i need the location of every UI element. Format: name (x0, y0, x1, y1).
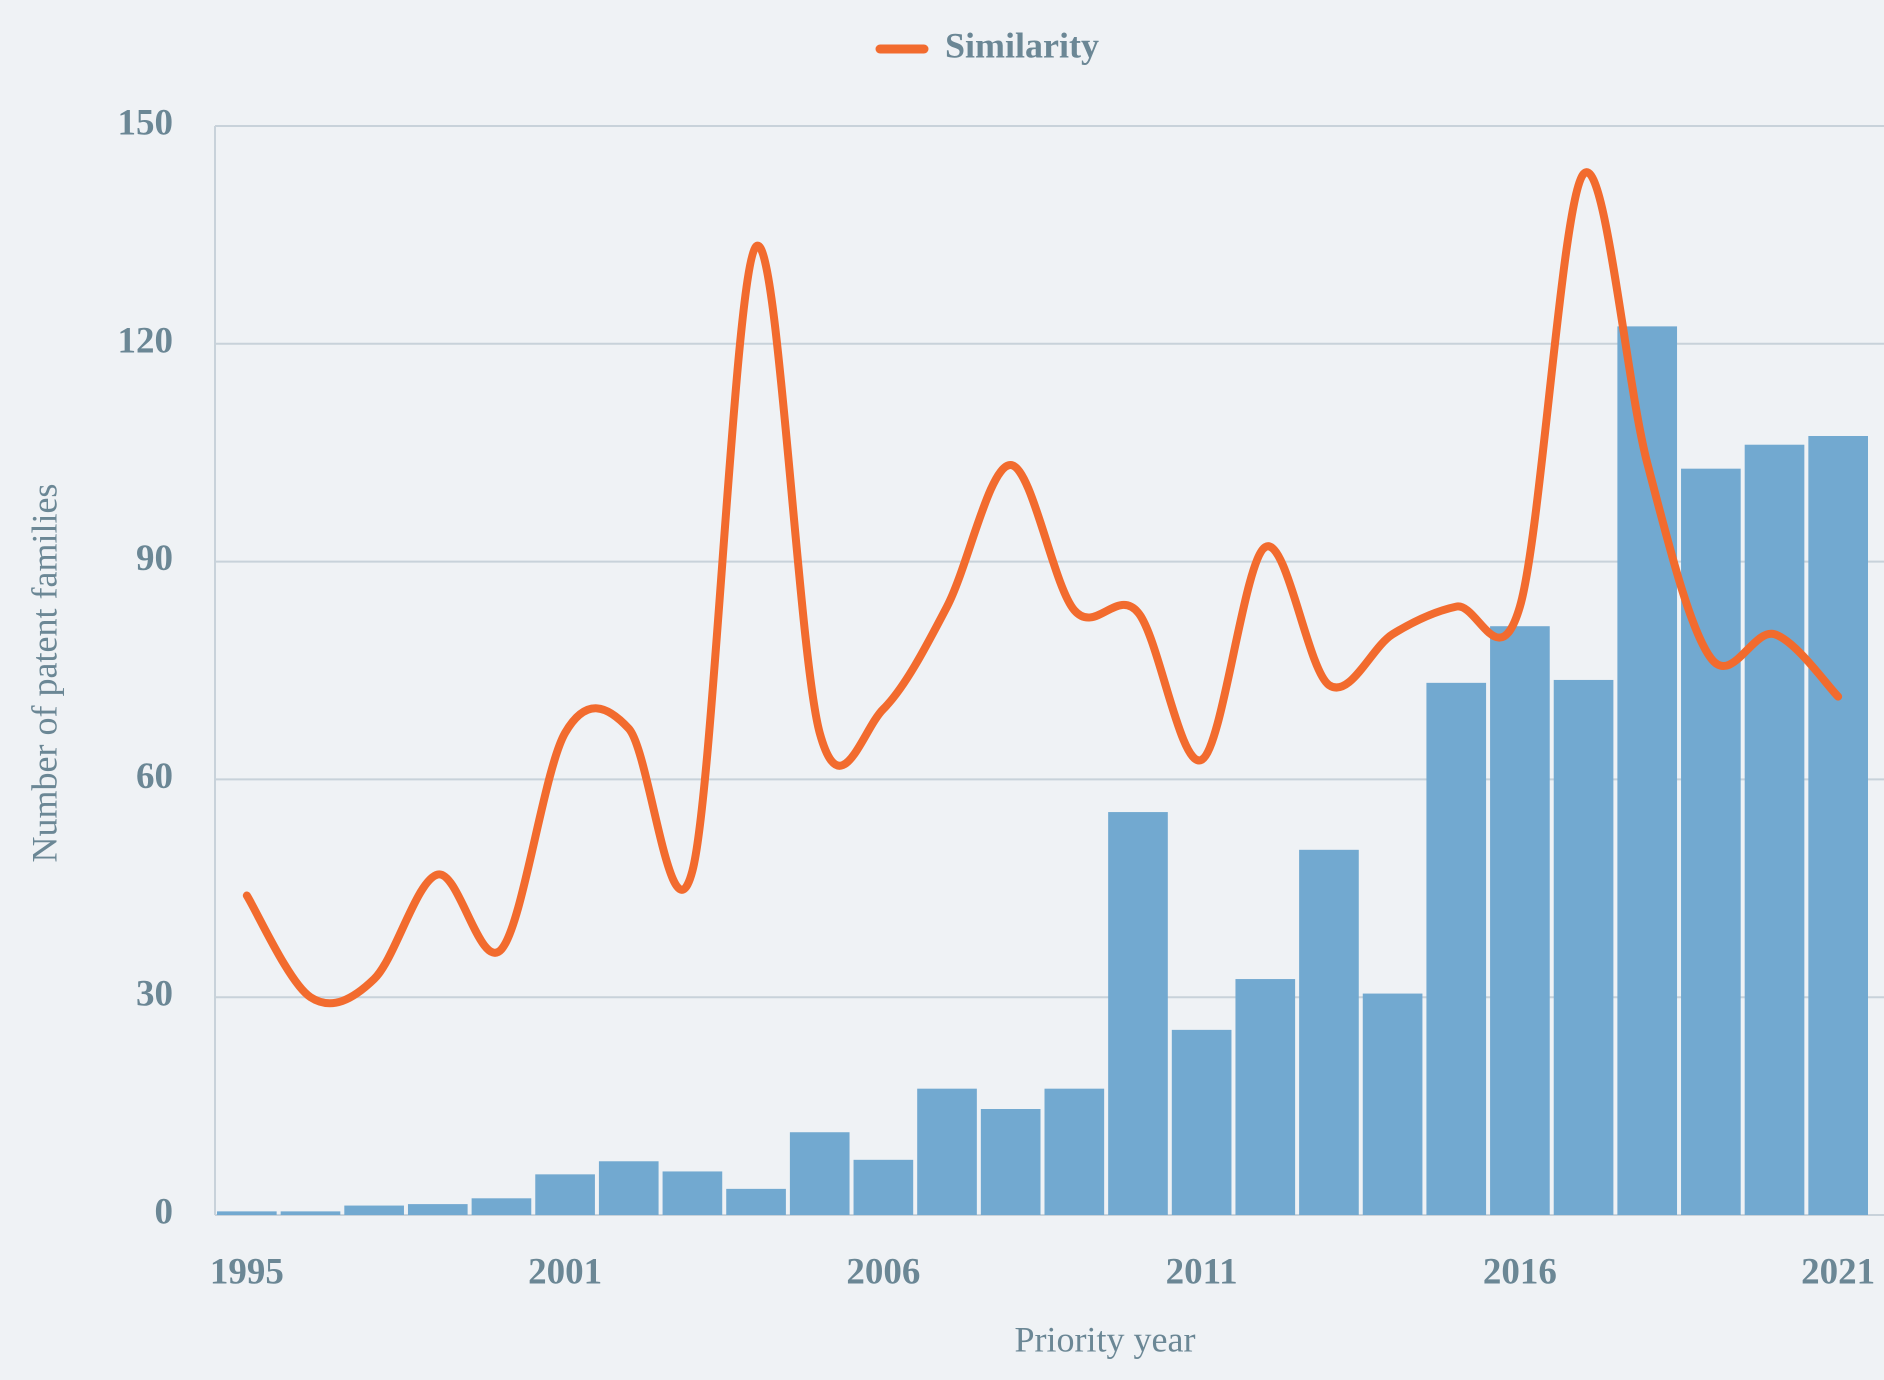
x-tick-label: 2016 (1483, 1251, 1557, 1292)
x-tick-label: 1995 (210, 1251, 284, 1292)
y-tick-label: 90 (136, 538, 173, 579)
y-tick-label: 60 (136, 756, 173, 797)
legend-label: Similarity (945, 25, 1099, 65)
bar (1108, 812, 1168, 1215)
bar (1553, 679, 1614, 1215)
bar (726, 1188, 786, 1215)
bar (789, 1132, 850, 1215)
bar (1426, 682, 1487, 1215)
x-axis-title: Priority year (1015, 1319, 1196, 1359)
bar (853, 1159, 914, 1215)
bar (980, 1109, 1041, 1215)
bar (280, 1211, 341, 1215)
bar (407, 1204, 468, 1215)
x-tick-label: 2011 (1166, 1251, 1238, 1292)
bar (1235, 979, 1296, 1215)
bar (344, 1205, 404, 1215)
bar (1299, 849, 1359, 1215)
bar (598, 1161, 659, 1215)
bar (1681, 468, 1741, 1215)
bar (471, 1198, 532, 1215)
y-axis-title: Number of patent families (24, 484, 64, 863)
bar (217, 1211, 277, 1215)
y-tick-label: 150 (118, 102, 174, 143)
bar (1744, 444, 1805, 1215)
line (242, 168, 1843, 1008)
x-tick-label: 2021 (1801, 1251, 1875, 1292)
bar (917, 1088, 977, 1215)
x-tick-label: 2006 (846, 1251, 920, 1292)
x-tick-label: 2001 (528, 1251, 602, 1292)
y-tick-label: 120 (118, 320, 174, 361)
bar (535, 1174, 595, 1215)
bar (1490, 626, 1550, 1215)
bar (1171, 1029, 1232, 1215)
y-tick-label: 30 (136, 974, 173, 1015)
bar (1044, 1088, 1105, 1215)
bar (1362, 993, 1423, 1215)
bar (662, 1171, 723, 1215)
y-tick-label: 0 (155, 1191, 174, 1232)
bar (1808, 436, 1868, 1215)
